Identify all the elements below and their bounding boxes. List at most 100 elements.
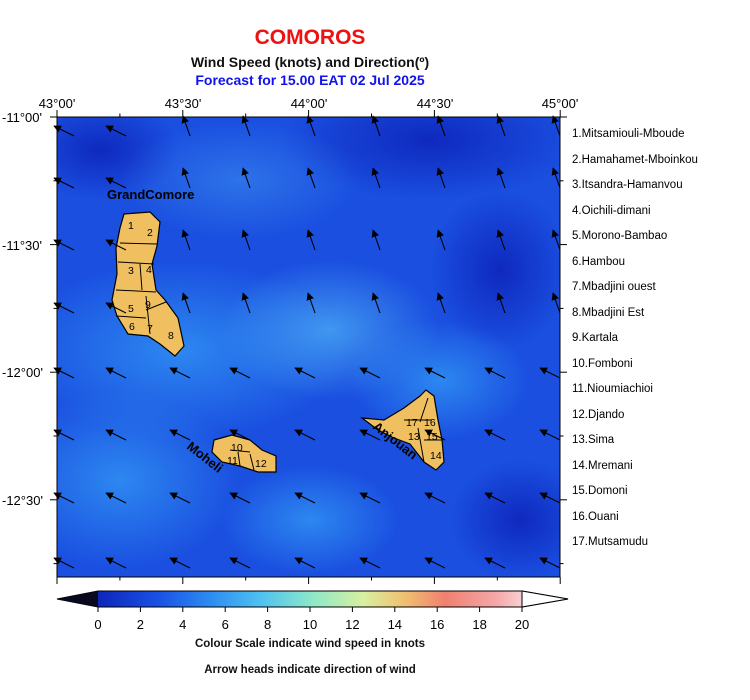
wind-arrow: [105, 177, 127, 189]
colorbar-tick-label: 14: [387, 617, 403, 632]
district-number: 4: [146, 264, 152, 276]
district-number: 8: [168, 330, 174, 342]
wind-arrow: [424, 367, 446, 379]
wind-arrow: [105, 557, 127, 569]
wind-arrow: [371, 229, 381, 251]
district-number: 9: [145, 299, 151, 311]
wind-arrow: [53, 429, 75, 441]
district-number: 14: [430, 450, 442, 462]
wind-arrow: [169, 429, 191, 441]
region-legend-item: 4.Oichili-dimani: [572, 204, 651, 217]
wind-arrow: [53, 492, 75, 504]
lat-label: -12°30': [2, 493, 43, 508]
region-legend-item: 13.Sima: [572, 434, 615, 446]
region-legend-item: 7.Mbadjini ouest: [572, 281, 656, 293]
wind-arrow: [359, 557, 381, 569]
wind-arrow: [181, 229, 191, 251]
wind-arrow: [229, 367, 251, 379]
lat-label: -11°00': [2, 110, 42, 125]
wind-arrows: [53, 115, 561, 569]
district-number: 3: [128, 265, 134, 277]
wind-arrow: [496, 167, 506, 189]
grand-comore-island: [111, 211, 185, 357]
colorbar-tick-label: 8: [263, 617, 272, 632]
region-legend-item: 2.Hamahamet-Mboinkou: [572, 153, 698, 166]
lon-label: 45°00': [541, 96, 579, 111]
forecast-time: Forecast for 15.00 EAT 02 Jul 2025: [195, 72, 425, 88]
wind-arrow: [484, 557, 506, 569]
wind-arrow: [229, 492, 251, 504]
colorbar-tick-label: 0: [94, 617, 102, 632]
district-number: 15: [426, 431, 438, 443]
wind-arrow: [484, 492, 506, 504]
wind-arrow: [241, 115, 251, 137]
wind-arrow: [539, 429, 561, 441]
region-legend-item: 8.Mbadjini Est: [572, 306, 645, 319]
district-number: 7: [147, 323, 153, 335]
wind-arrow: [181, 167, 191, 189]
region-legend-item: 6.Hambou: [572, 255, 626, 268]
wind-arrow: [105, 239, 127, 251]
wind-arrow: [53, 239, 75, 251]
wind-arrow: [241, 229, 251, 251]
wind-arrow: [424, 492, 446, 504]
region-legend-item: 5.Morono-Bambao: [572, 230, 668, 242]
region-legend-item: 10.Fomboni: [572, 357, 633, 370]
wind-arrow: [53, 125, 75, 137]
region-legend-item: 16.Ouani: [572, 510, 619, 523]
district-number: 11: [227, 455, 238, 467]
colorbar: [56, 590, 569, 612]
wind-arrow: [105, 302, 127, 314]
wind-arrow: [169, 492, 191, 504]
wind-arrow: [294, 492, 316, 504]
district-number: 17: [406, 417, 418, 429]
lat-label: -12°00': [2, 365, 43, 380]
wind-arrow: [181, 292, 191, 314]
lon-label: 43°30': [164, 96, 202, 111]
district-number: 13: [408, 431, 420, 443]
wind-arrow: [53, 177, 75, 189]
wind-arrow: [484, 429, 506, 441]
lon-label: 43°00': [38, 96, 76, 111]
wind-arrow: [539, 557, 561, 569]
wind-arrow: [169, 557, 191, 569]
wind-arrow: [424, 429, 446, 441]
wind-arrow: [306, 292, 316, 314]
colorbar-tick-label: 20: [514, 617, 530, 632]
wind-arrow: [436, 115, 446, 137]
wind-arrow: [436, 167, 446, 189]
sea-field: [57, 117, 560, 577]
colorbar-tick-label: 12: [345, 617, 360, 632]
lon-label: 44°00': [290, 96, 328, 111]
wind-arrow: [105, 492, 127, 504]
colorbar-tick-label: 2: [136, 617, 145, 632]
wind-arrow: [105, 125, 127, 137]
wind-arrow: [241, 167, 251, 189]
map-title: COMOROS: [254, 26, 366, 49]
map-subtitle: Wind Speed (knots) and Direction(º): [190, 54, 430, 70]
colour-scale-note: Colour Scale indicate wind speed in knot…: [194, 638, 426, 650]
wind-arrow: [294, 367, 316, 379]
wind-arrow: [539, 492, 561, 504]
anjouan-island: [359, 389, 445, 471]
district-number: 5: [128, 303, 134, 315]
wind-arrow: [551, 167, 561, 189]
wind-arrow: [496, 292, 506, 314]
wind-arrow: [169, 367, 191, 379]
lat-label: -11°30': [2, 238, 42, 253]
district-number: 16: [424, 417, 436, 429]
wind-arrow: [371, 167, 381, 189]
wind-arrow: [306, 167, 316, 189]
region-legend-item: 3.Itsandra-Hamanvou: [572, 179, 683, 191]
district-number: 2: [147, 227, 153, 239]
wind-arrow: [229, 429, 251, 441]
district-number: 1: [128, 220, 134, 232]
wind-arrow: [436, 292, 446, 314]
wind-arrow: [53, 557, 75, 569]
colorbar-tick-label: 4: [179, 617, 187, 632]
wind-arrow: [105, 367, 127, 379]
wind-arrow: [181, 115, 191, 137]
wind-arrow: [105, 429, 127, 441]
wind-arrow: [551, 229, 561, 251]
